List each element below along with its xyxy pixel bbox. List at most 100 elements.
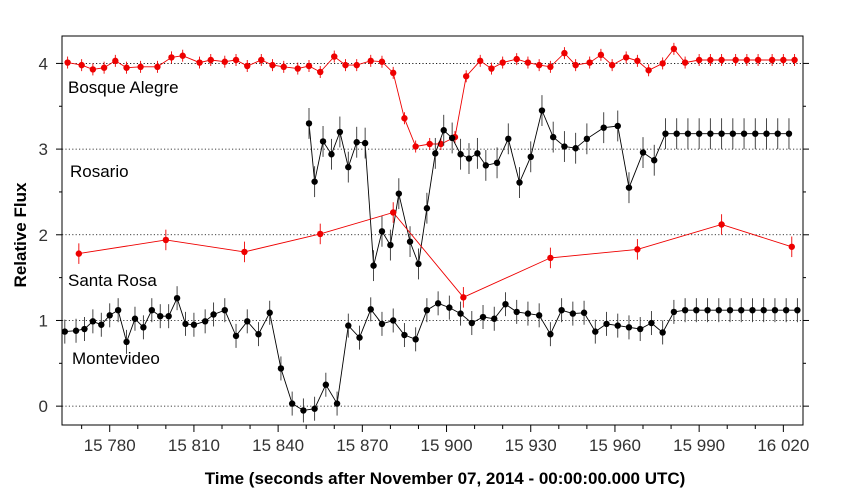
x-tick-label-15870: 15 870 bbox=[336, 436, 388, 455]
data-point-rosario bbox=[493, 159, 501, 167]
data-point-bosque-alegre bbox=[78, 61, 85, 69]
data-point-bosque-alegre bbox=[754, 56, 762, 64]
data-point-montevideo bbox=[378, 320, 386, 328]
data-point-montevideo bbox=[502, 300, 509, 308]
data-point-bosque-alegre bbox=[179, 52, 186, 59]
data-point-bosque-alegre bbox=[499, 59, 506, 66]
data-point-montevideo bbox=[81, 325, 88, 333]
data-point-santa-rosa bbox=[390, 209, 397, 216]
data-point-montevideo bbox=[72, 327, 80, 334]
data-point-rosario bbox=[311, 178, 318, 185]
data-point-bosque-alegre bbox=[513, 55, 520, 63]
data-point-rosario bbox=[353, 139, 360, 146]
data-point-montevideo bbox=[157, 312, 164, 320]
data-point-rosario bbox=[305, 120, 313, 127]
data-point-montevideo bbox=[98, 321, 105, 328]
data-point-bosque-alegre bbox=[280, 63, 287, 71]
data-point-montevideo bbox=[190, 321, 198, 328]
data-point-rosario bbox=[319, 138, 327, 145]
data-point-rosario bbox=[395, 190, 403, 197]
x-tick-label-15810: 15 810 bbox=[168, 436, 220, 455]
data-point-santa-rosa bbox=[718, 221, 725, 228]
data-point-bosque-alegre bbox=[137, 63, 144, 71]
x-tick-label-16020: 16 020 bbox=[757, 436, 809, 455]
data-point-rosario bbox=[572, 145, 579, 152]
data-point-montevideo bbox=[457, 310, 464, 317]
data-point-rosario bbox=[600, 124, 607, 131]
data-point-montevideo bbox=[659, 329, 666, 336]
data-point-rosario bbox=[684, 130, 692, 137]
data-point-montevideo bbox=[173, 294, 181, 302]
station-label-santa-rosa: Santa Rosa bbox=[68, 271, 157, 290]
data-point-bosque-alegre bbox=[244, 62, 251, 70]
data-point-rosario bbox=[387, 241, 394, 249]
data-point-bosque-alegre bbox=[524, 59, 532, 66]
data-point-montevideo bbox=[446, 304, 453, 311]
y-tick-label-0: 0 bbox=[39, 397, 48, 416]
data-point-bosque-alegre bbox=[707, 56, 714, 64]
data-point-montevideo bbox=[760, 306, 767, 314]
data-point-bosque-alegre bbox=[718, 56, 725, 64]
station-label-rosario: Rosario bbox=[70, 162, 129, 181]
data-point-rosario bbox=[482, 162, 490, 169]
data-point-santa-rosa bbox=[317, 230, 324, 238]
y-tick-label-2: 2 bbox=[39, 226, 48, 245]
data-point-bosque-alegre bbox=[659, 60, 666, 67]
data-point-montevideo bbox=[367, 306, 374, 313]
data-point-bosque-alegre bbox=[317, 68, 324, 76]
data-point-rosario bbox=[370, 262, 377, 269]
data-point-bosque-alegre bbox=[269, 61, 276, 69]
data-point-montevideo bbox=[491, 315, 498, 322]
data-point-bosque-alegre bbox=[681, 59, 689, 66]
data-point-montevideo bbox=[771, 306, 779, 314]
data-point-bosque-alegre bbox=[89, 66, 97, 73]
data-point-bosque-alegre bbox=[221, 58, 228, 65]
y-tick-label-3: 3 bbox=[39, 140, 48, 159]
data-point-bosque-alegre bbox=[258, 56, 265, 64]
data-point-bosque-alegre bbox=[732, 56, 739, 64]
data-point-bosque-alegre bbox=[622, 54, 630, 61]
data-point-rosario bbox=[415, 260, 422, 268]
y-tick-label-4: 4 bbox=[39, 54, 48, 73]
data-point-rosario bbox=[538, 107, 546, 114]
data-point-montevideo bbox=[322, 381, 330, 388]
data-point-montevideo bbox=[114, 306, 122, 314]
data-point-montevideo bbox=[401, 331, 408, 339]
data-point-montevideo bbox=[356, 334, 363, 341]
data-point-bosque-alegre bbox=[670, 45, 678, 53]
data-point-montevideo bbox=[423, 306, 431, 314]
data-point-montevideo bbox=[148, 306, 156, 314]
data-point-rosario bbox=[625, 184, 633, 191]
x-tick-label-15960: 15 960 bbox=[589, 436, 641, 455]
data-point-rosario bbox=[707, 130, 714, 137]
data-point-rosario bbox=[361, 139, 369, 147]
data-point-montevideo bbox=[277, 365, 285, 372]
data-point-bosque-alegre bbox=[426, 140, 433, 148]
data-point-montevideo bbox=[210, 311, 217, 318]
data-point-bosque-alegre bbox=[695, 56, 703, 64]
data-point-montevideo bbox=[603, 320, 610, 328]
data-point-bosque-alegre bbox=[64, 59, 71, 66]
data-point-montevideo bbox=[412, 336, 419, 343]
data-point-bosque-alegre bbox=[634, 57, 641, 65]
y-axis-title: Relative Flux bbox=[11, 182, 30, 287]
data-point-rosario bbox=[673, 130, 680, 137]
data-point-santa-rosa bbox=[547, 254, 554, 262]
series-layer bbox=[61, 42, 801, 423]
data-point-bosque-alegre bbox=[367, 57, 374, 65]
station-labels: Bosque Alegre Rosario Santa Rosa Montevi… bbox=[68, 78, 179, 368]
data-point-bosque-alegre bbox=[780, 56, 787, 64]
data-point-santa-rosa bbox=[634, 246, 641, 253]
series-santa-rosa bbox=[75, 202, 795, 308]
data-point-montevideo bbox=[625, 324, 633, 331]
data-point-rosario bbox=[457, 151, 464, 158]
data-point-montevideo bbox=[468, 319, 475, 327]
data-point-bosque-alegre bbox=[154, 63, 161, 71]
data-point-montevideo bbox=[390, 317, 397, 324]
data-point-montevideo bbox=[131, 315, 139, 322]
data-point-bosque-alegre bbox=[791, 56, 798, 64]
data-point-montevideo bbox=[61, 328, 69, 335]
data-point-montevideo bbox=[345, 322, 352, 329]
gridlines bbox=[62, 63, 803, 407]
